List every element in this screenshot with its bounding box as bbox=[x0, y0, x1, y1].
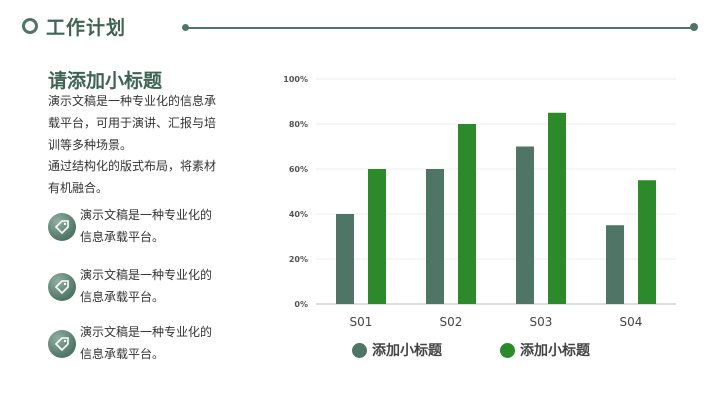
divider-dot-right bbox=[690, 23, 698, 31]
paragraph-2: 通过结构化的版式布局，将素材有机融合。 bbox=[48, 159, 217, 195]
title-divider bbox=[186, 27, 692, 29]
tag-icon bbox=[48, 273, 76, 301]
section-subtitle: 请添加小标题 bbox=[48, 70, 163, 92]
feature-item-3: 演示文稿是一种专业化的信息承载平台。 bbox=[48, 321, 218, 365]
bar-series-1-s04 bbox=[606, 225, 624, 304]
x-tick-label: S02 bbox=[440, 315, 463, 329]
feature-item-2: 演示文稿是一种专业化的信息承载平台。 bbox=[48, 264, 218, 308]
legend-label-2: 添加小标题 bbox=[520, 343, 590, 359]
y-tick-label: 20% bbox=[289, 255, 308, 264]
feature-item-1: 演示文稿是一种专业化的信息承载平台。 bbox=[48, 204, 218, 248]
bar-series-2-s03 bbox=[548, 112, 566, 304]
bar-series-1-s03 bbox=[516, 146, 534, 304]
y-tick-label: 60% bbox=[289, 165, 308, 174]
bar-series-2-s02 bbox=[458, 124, 476, 304]
bar-series-1-s02 bbox=[426, 169, 444, 304]
bar-series-2-s04 bbox=[638, 180, 656, 304]
y-tick-label: 0% bbox=[294, 300, 308, 309]
legend-swatch-1 bbox=[352, 343, 367, 358]
feature-text: 演示文稿是一种专业化的信息承载平台。 bbox=[80, 208, 213, 244]
legend-label-1: 添加小标题 bbox=[372, 343, 442, 359]
bar-series-2-s01 bbox=[368, 169, 386, 304]
bar-series-1-s01 bbox=[336, 214, 354, 304]
tag-icon bbox=[48, 330, 76, 358]
bar-chart: 0% 20% 40% 60% 80% 100% S01 S02 S03 S04 bbox=[283, 75, 676, 329]
y-tick-label: 80% bbox=[289, 120, 308, 129]
page-title: 工作计划 bbox=[46, 17, 127, 39]
x-tick-label: S03 bbox=[530, 315, 553, 329]
y-tick-label: 40% bbox=[289, 210, 308, 219]
x-tick-label: S04 bbox=[620, 315, 643, 329]
y-tick-label: 100% bbox=[283, 75, 308, 84]
paragraph-1: 演示文稿是一种专业化的信息承载平台，可用于演讲、汇报与培训等多种场景。 bbox=[48, 94, 217, 152]
feature-text: 演示文稿是一种专业化的信息承载平台。 bbox=[80, 268, 213, 304]
title-ring-icon bbox=[22, 18, 38, 34]
divider-dot-left bbox=[182, 24, 189, 31]
feature-text: 演示文稿是一种专业化的信息承载平台。 bbox=[80, 325, 213, 361]
legend-swatch-2 bbox=[500, 343, 515, 358]
tag-icon bbox=[48, 213, 76, 241]
x-tick-label: S01 bbox=[350, 315, 373, 329]
